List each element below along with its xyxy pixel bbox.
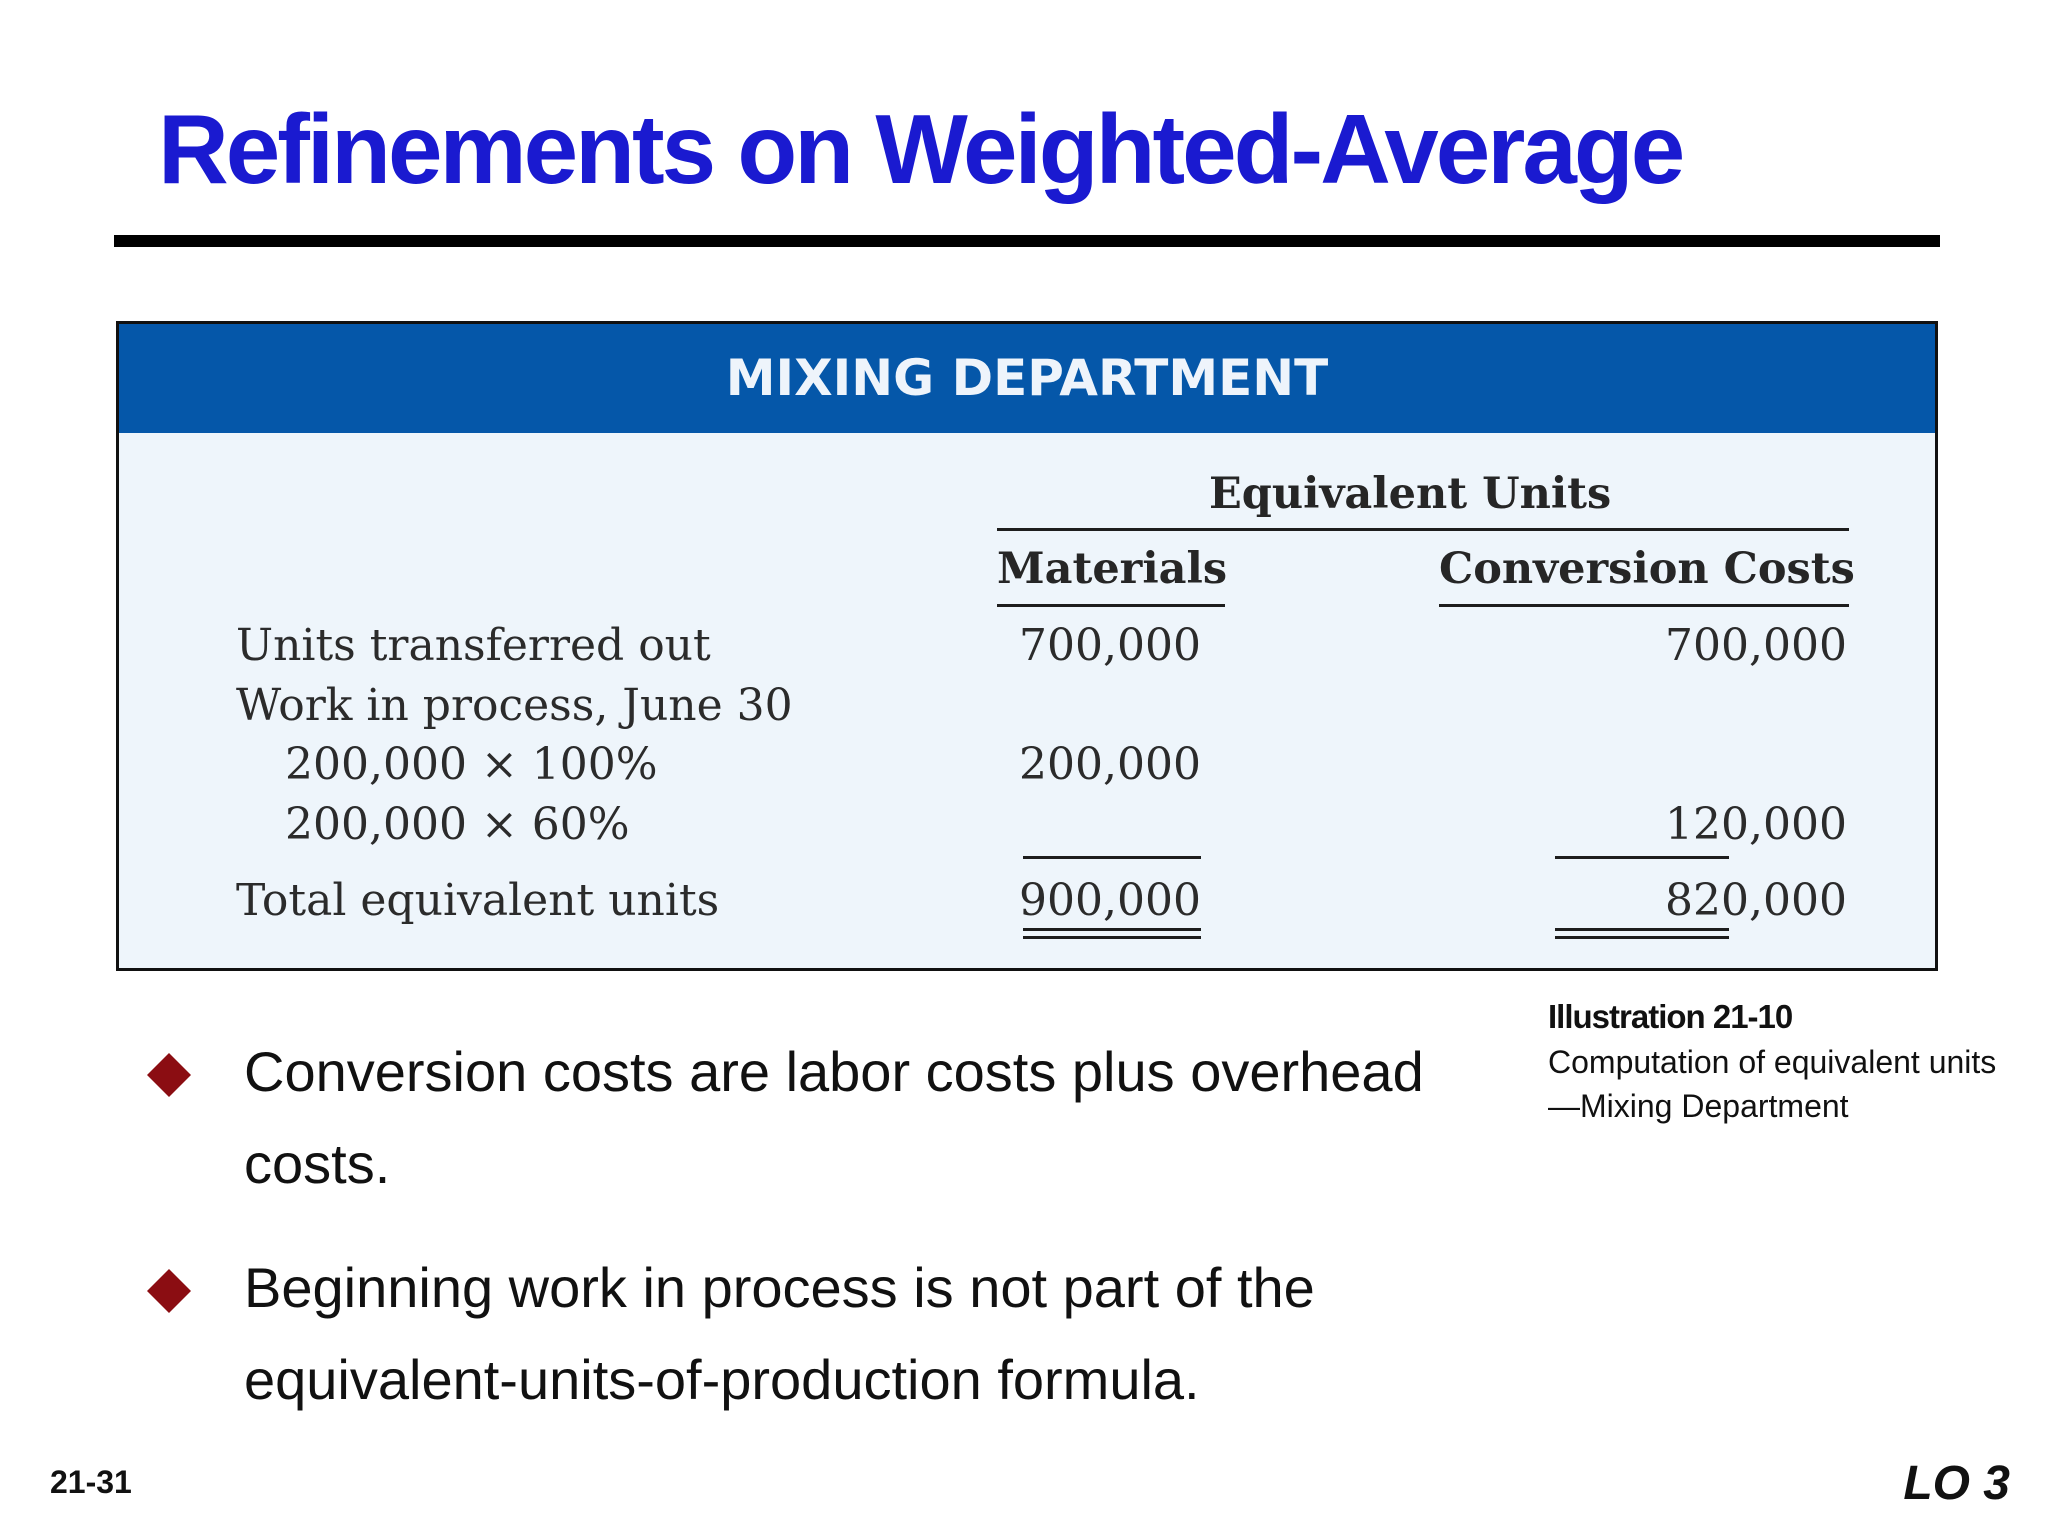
diamond-bullet-icon	[147, 1269, 191, 1313]
illustration-caption-text: Computation of equivalent units—Mixing D…	[1548, 1044, 1997, 1124]
group-header-underline	[997, 528, 1849, 531]
conversion-header-underline	[1439, 604, 1849, 607]
conversion-total-double-line-2	[1555, 936, 1729, 939]
cell-materials-wip: 200,000	[1019, 739, 1201, 790]
column-header-materials: Materials	[997, 544, 1228, 594]
materials-total-double-line-1	[1023, 928, 1201, 931]
cell-materials-total: 900,000	[1019, 875, 1201, 926]
materials-sum-line	[1023, 856, 1201, 859]
equivalent-units-table: MIXING DEPARTMENT Equivalent Units Mater…	[116, 321, 1938, 971]
cell-conversion-wip: 120,000	[1665, 799, 1847, 850]
group-header-equivalent-units: Equivalent Units	[1209, 469, 1612, 519]
bullet-text-beginning-wip: Beginning work in process is not part of…	[244, 1256, 1315, 1411]
slide-number: 21-31	[50, 1464, 132, 1500]
materials-header-underline	[997, 604, 1225, 607]
cell-conversion-transferred-out: 700,000	[1665, 620, 1847, 671]
learning-objective-label: LO 3	[1903, 1457, 2010, 1510]
slide-title: Refinements on Weighted-Average	[158, 94, 1685, 204]
row-label-conversion-calculation: 200,000 × 60%	[285, 799, 630, 850]
row-label-units-transferred-out: Units transferred out	[236, 620, 711, 671]
row-label-work-in-process: Work in process, June 30	[236, 680, 793, 731]
department-header: MIXING DEPARTMENT	[119, 324, 1935, 433]
diamond-bullet-icon	[147, 1053, 191, 1097]
bullet-text-conversion-costs: Conversion costs are labor costs plus ov…	[244, 1040, 1424, 1195]
cell-conversion-total: 820,000	[1665, 875, 1847, 926]
title-divider	[114, 235, 1940, 247]
row-label-total-equivalent-units: Total equivalent units	[236, 875, 720, 926]
materials-total-double-line-2	[1023, 936, 1201, 939]
column-header-conversion-costs: Conversion Costs	[1439, 544, 1855, 594]
row-label-materials-calculation: 200,000 × 100%	[285, 739, 658, 790]
illustration-caption-title: Illustration 21-10	[1548, 998, 1793, 1035]
cell-materials-transferred-out: 700,000	[1019, 620, 1201, 671]
conversion-sum-line	[1555, 856, 1729, 859]
conversion-total-double-line-1	[1555, 928, 1729, 931]
